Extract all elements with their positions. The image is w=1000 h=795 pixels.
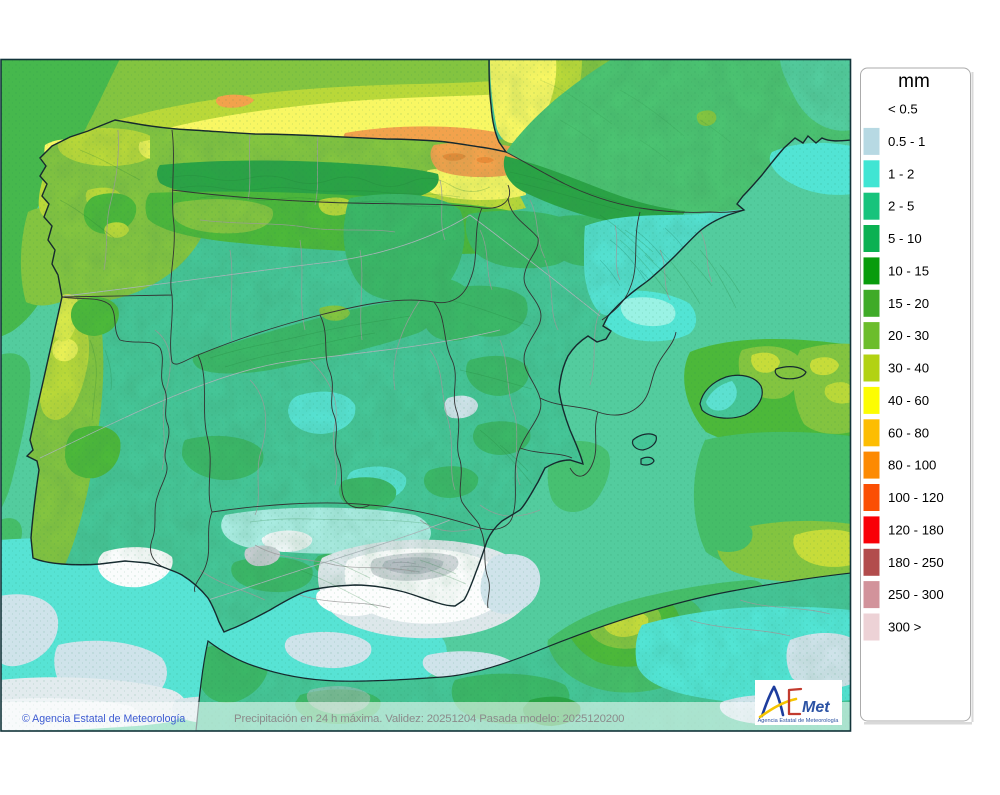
svg-text:mm: mm — [898, 71, 930, 92]
svg-text:Agencia Estatal de Meteorologí: Agencia Estatal de Meteorología — [758, 718, 840, 724]
svg-text:40 - 60: 40 - 60 — [888, 393, 929, 408]
svg-text:100 - 120: 100 - 120 — [888, 490, 944, 505]
svg-text:15 - 20: 15 - 20 — [888, 296, 929, 311]
svg-text:120 - 180: 120 - 180 — [888, 522, 944, 537]
svg-text:60 - 80: 60 - 80 — [888, 425, 929, 440]
svg-text:10 - 15: 10 - 15 — [888, 263, 929, 278]
svg-text:20 - 30: 20 - 30 — [888, 328, 929, 343]
svg-text:2 - 5: 2 - 5 — [888, 199, 914, 214]
svg-text:180 - 250: 180 - 250 — [888, 555, 944, 570]
svg-text:1 - 2: 1 - 2 — [888, 166, 914, 181]
svg-text:< 0.5: < 0.5 — [888, 102, 918, 117]
svg-text:Precipitación en 24 h máxima.: Precipitación en 24 h máxima. Validez: 2… — [234, 713, 624, 725]
svg-text:Met: Met — [802, 699, 830, 716]
svg-text:5 - 10: 5 - 10 — [888, 231, 922, 246]
svg-text:300 >: 300 > — [888, 620, 922, 635]
svg-text:80 - 100: 80 - 100 — [888, 458, 936, 473]
svg-text:30 - 40: 30 - 40 — [888, 361, 929, 376]
svg-text:250 - 300: 250 - 300 — [888, 587, 944, 602]
svg-text:0.5 - 1: 0.5 - 1 — [888, 134, 925, 149]
svg-text:© Agencia Estatal de Meteorol: © Agencia Estatal de Meteorología — [22, 713, 185, 725]
